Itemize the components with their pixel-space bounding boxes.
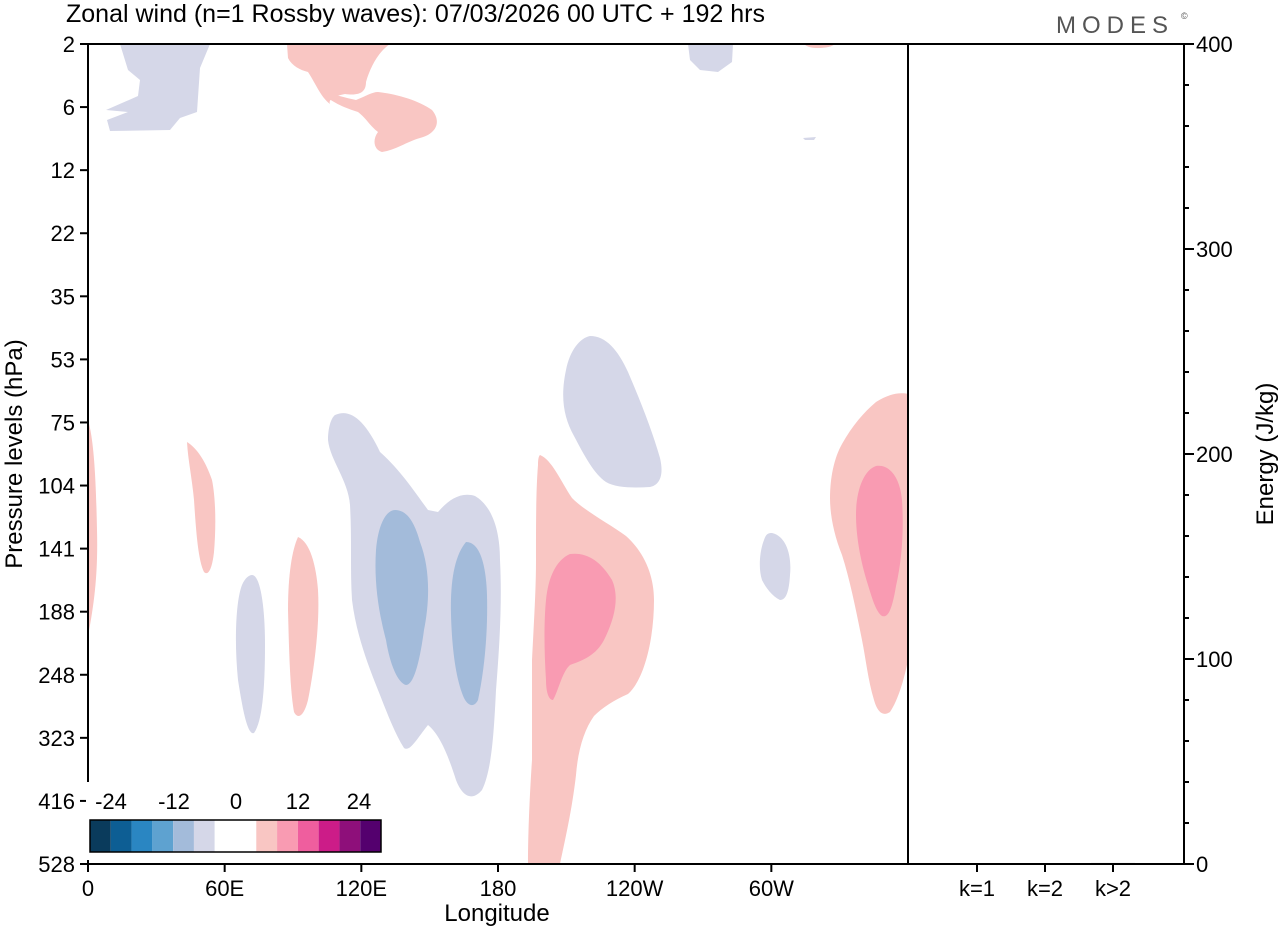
colorbar-label: 24 bbox=[347, 789, 371, 814]
brand-mark: © bbox=[1181, 11, 1188, 21]
energy-axis: 0 100 200 300 400 bbox=[1184, 32, 1233, 877]
energy-bar bbox=[1091, 862, 1135, 864]
colorbar-cell bbox=[152, 820, 174, 852]
contour-fills bbox=[88, 44, 908, 864]
contour-neg-light bbox=[759, 533, 791, 600]
contour-neg-light bbox=[563, 336, 662, 488]
contour-neg-light bbox=[106, 44, 210, 131]
colorbar-cell bbox=[235, 820, 257, 852]
energy-tick-label: 300 bbox=[1196, 237, 1233, 262]
colorbar-cell bbox=[173, 820, 194, 852]
colorbar-cell bbox=[214, 820, 236, 852]
chart-title: Zonal wind (n=1 Rossby waves): 07/03/202… bbox=[66, 0, 765, 28]
contour-pos-mid bbox=[544, 553, 616, 700]
colorbar-cell bbox=[297, 820, 319, 852]
colorbar-outline bbox=[89, 819, 382, 853]
y-axis-label: Pressure levels (hPa) bbox=[1, 339, 28, 568]
colorbar-cell bbox=[360, 820, 381, 852]
contour-neg-light bbox=[803, 137, 816, 140]
colorbar-cell bbox=[110, 820, 132, 852]
brand-text: MODES bbox=[1056, 12, 1174, 39]
y-tick-label: 188 bbox=[38, 600, 75, 625]
x-tick-label: 120W bbox=[606, 876, 664, 901]
energy-bars: k=1 k=2 k>2 bbox=[955, 862, 1135, 901]
right-plot-frame bbox=[907, 43, 1185, 865]
energy-tick-label: 100 bbox=[1196, 647, 1233, 672]
colorbar-label: -24 bbox=[95, 789, 127, 814]
energy-tick-label: 200 bbox=[1196, 442, 1233, 467]
y-tick-label: 248 bbox=[38, 663, 75, 688]
x-tick-label: 60E bbox=[205, 876, 244, 901]
colorbar-label: 12 bbox=[286, 789, 310, 814]
x-tick-label: 120E bbox=[336, 876, 387, 901]
y-tick-label: 75 bbox=[51, 410, 75, 435]
x-tick-label: 180 bbox=[480, 876, 517, 901]
contour-pos-light bbox=[320, 92, 437, 152]
energy-tick-label: 400 bbox=[1196, 32, 1233, 57]
y-tick-label: 35 bbox=[51, 284, 75, 309]
colorbar-cell bbox=[193, 820, 215, 852]
x-axis: 0 60E 120E 180 120W 60W bbox=[82, 864, 794, 901]
contour-pos-light bbox=[287, 44, 390, 104]
colorbar-cell bbox=[90, 820, 111, 852]
energy-bar bbox=[1023, 863, 1067, 864]
energy-category-label: k>2 bbox=[1095, 876, 1131, 901]
left-plot-frame bbox=[87, 43, 909, 865]
contour-neg-mid bbox=[375, 510, 429, 685]
colorbar-cell bbox=[131, 820, 153, 852]
colorbar-cell bbox=[339, 820, 361, 852]
colorbar-label: 0 bbox=[230, 789, 242, 814]
contour-pos-light bbox=[528, 455, 654, 864]
energy-tick-label: 0 bbox=[1196, 852, 1208, 877]
energy-category-label: k=2 bbox=[1027, 876, 1063, 901]
energy-bar bbox=[955, 863, 999, 864]
y-tick-label: 2 bbox=[63, 32, 75, 57]
modes-logo: MODES © bbox=[1056, 11, 1188, 39]
contour-pos-light bbox=[288, 537, 319, 716]
x-tick-label: 60W bbox=[749, 876, 794, 901]
colorbar-cell bbox=[256, 820, 278, 852]
x-tick-label: 0 bbox=[82, 876, 94, 901]
y-tick-label: 141 bbox=[38, 537, 75, 562]
contour-pos-light bbox=[88, 420, 98, 636]
contour-neg-light bbox=[235, 575, 265, 734]
contour-pos-light bbox=[187, 442, 216, 574]
y-tick-label: 528 bbox=[38, 852, 75, 877]
contour-neg-light bbox=[688, 44, 733, 72]
contour-neg-mid bbox=[450, 542, 488, 706]
colorbar-label: -12 bbox=[158, 789, 190, 814]
y-tick-label: 12 bbox=[51, 158, 75, 183]
contour-pos-mid bbox=[856, 465, 903, 617]
y-tick-label: 323 bbox=[38, 726, 75, 751]
y-tick-label: 22 bbox=[51, 221, 75, 246]
energy-category-label: k=1 bbox=[959, 876, 995, 901]
y-tick-label: 6 bbox=[63, 95, 75, 120]
y-tick-label: 416 bbox=[38, 789, 75, 814]
colorbar-cell bbox=[318, 820, 340, 852]
y-axis-left: 2 6 12 22 35 53 75 104 141 188 248 323 416 528 bbox=[38, 32, 88, 877]
y-tick-label: 104 bbox=[38, 474, 75, 499]
colorbar: -24 -12 0 12 24 bbox=[86, 782, 384, 860]
colorbar-cell bbox=[277, 820, 298, 852]
y-tick-label: 53 bbox=[51, 347, 75, 372]
energy-axis-label: Energy (J/kg) bbox=[1252, 383, 1279, 526]
x-axis-label: Longitude bbox=[444, 900, 549, 927]
